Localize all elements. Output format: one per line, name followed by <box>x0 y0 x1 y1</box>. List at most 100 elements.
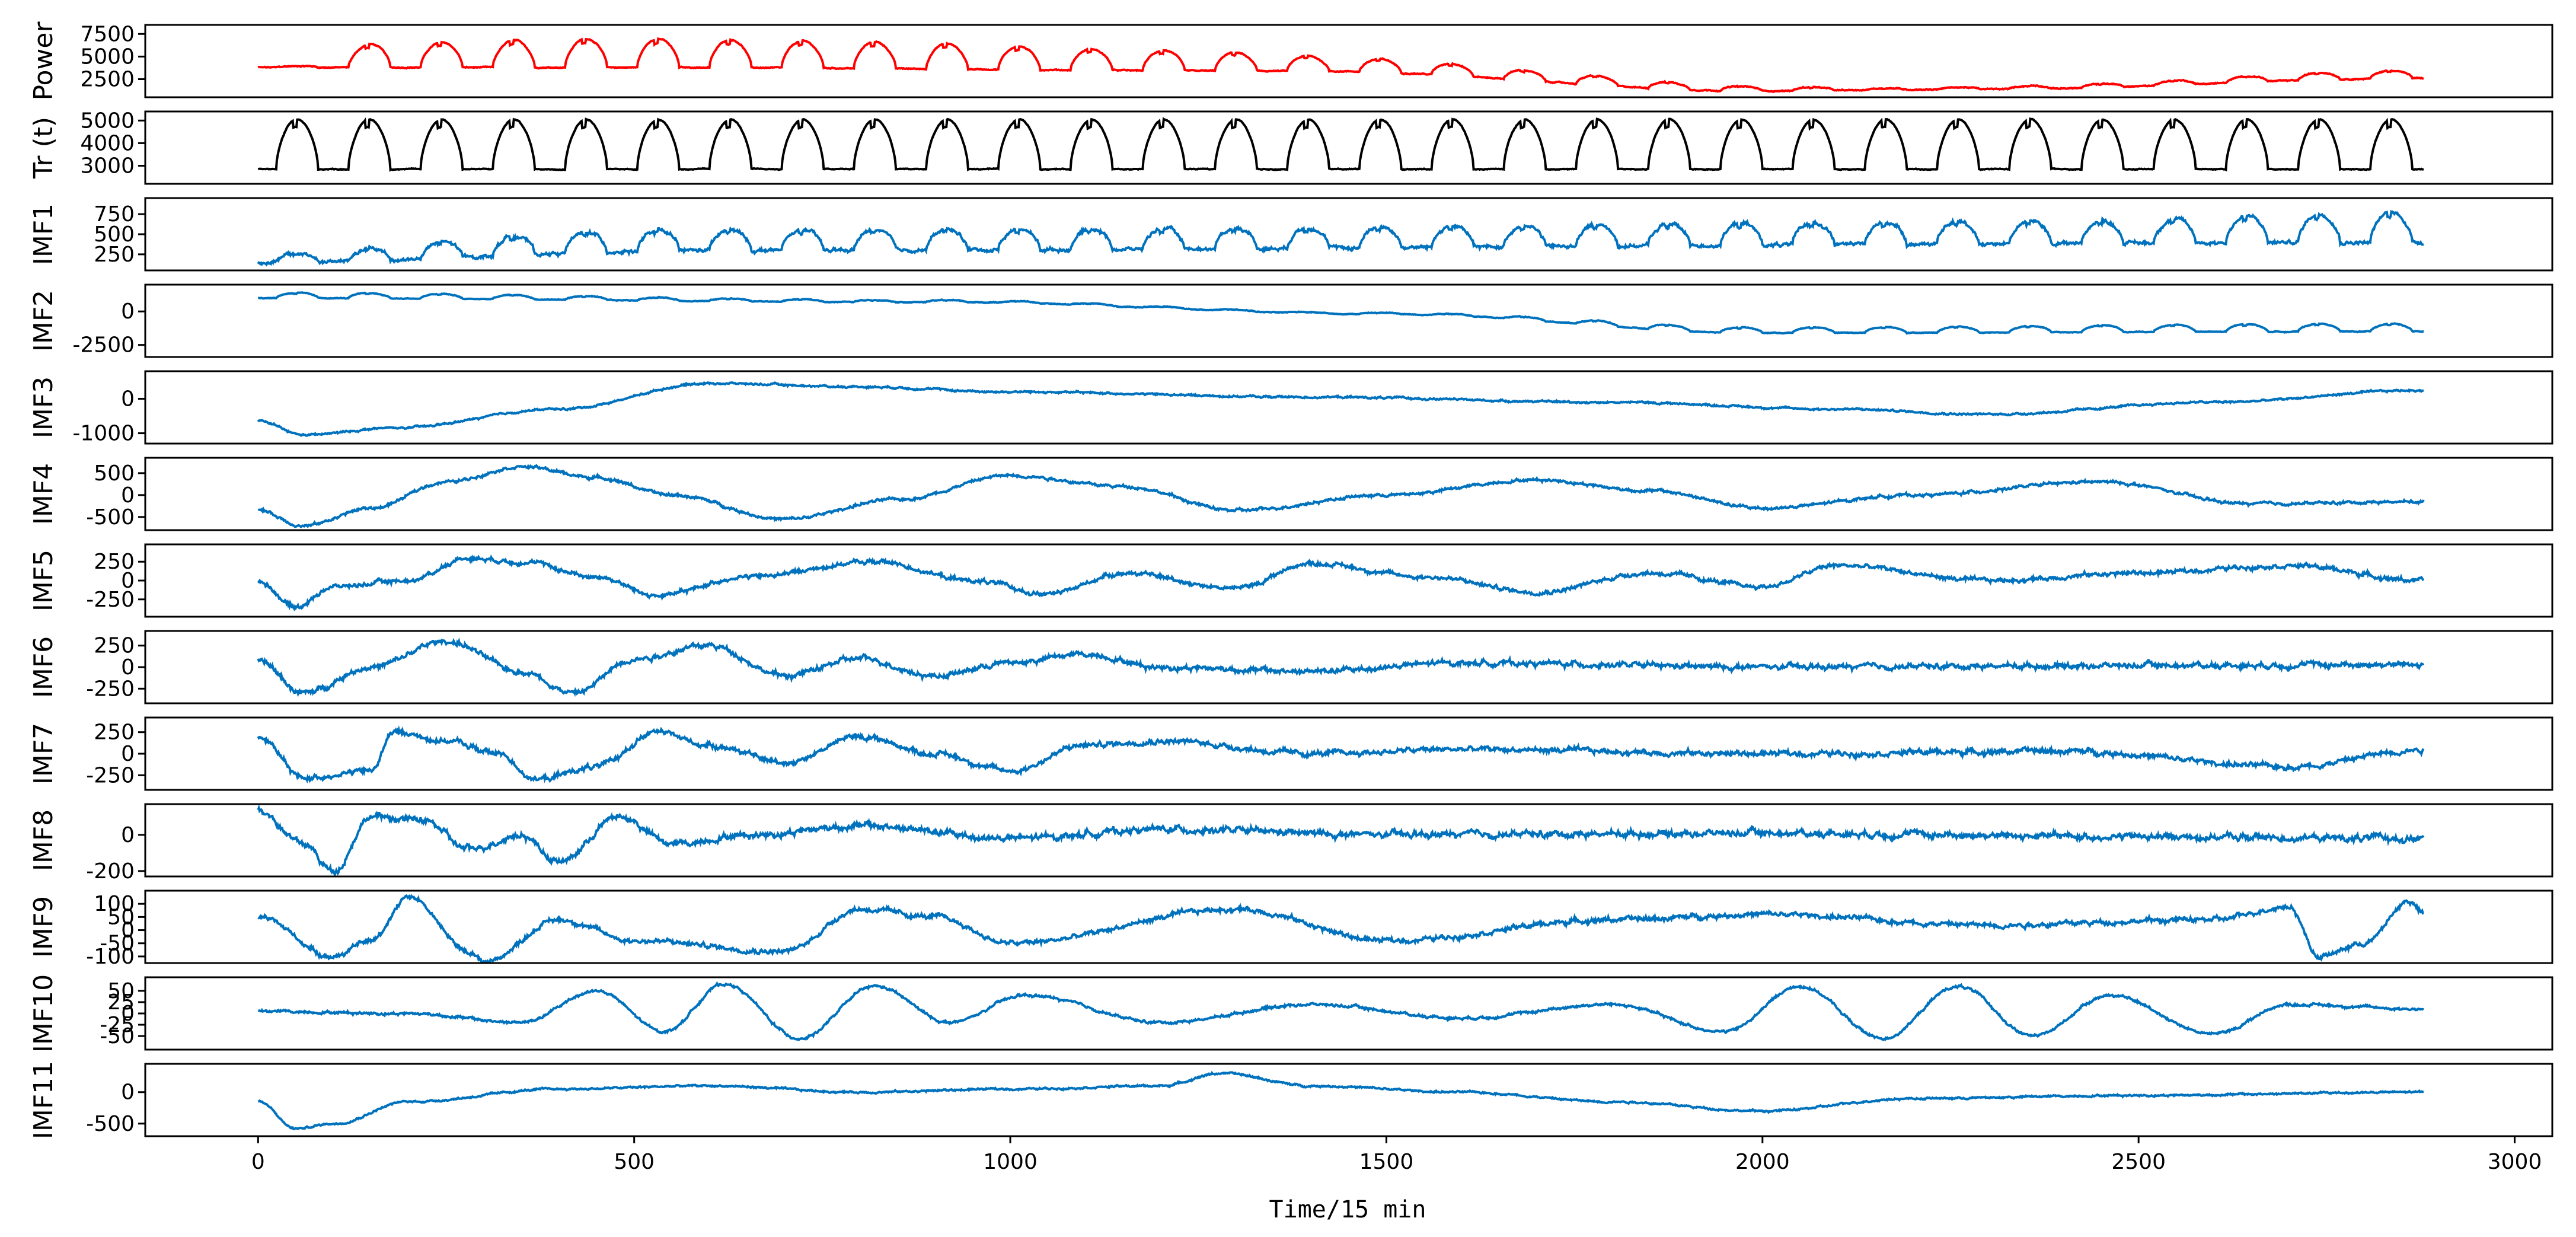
panel-frame <box>144 976 2553 1051</box>
y-tick-label: 3000 <box>80 154 135 178</box>
panel-frame <box>144 283 2553 358</box>
x-tick-label: 500 <box>614 1150 655 1174</box>
panel-frame <box>144 24 2553 98</box>
y-tick-label: 250 <box>94 634 135 658</box>
x-axis-group: 0 500 1000 1500 2000 2500 3000 <box>251 1136 2542 1174</box>
panel-frame <box>144 890 2553 964</box>
y-tick-label: 0 <box>121 1002 135 1026</box>
series-line-imf4 <box>257 464 2425 529</box>
y-tick-label: 0 <box>121 569 135 593</box>
panel-imf11: -500 0 IMF11 <box>28 1061 2553 1139</box>
series-line-imf9 <box>257 894 2424 963</box>
x-tick-label: 1500 <box>1359 1150 1414 1174</box>
y-tick-label: -1000 <box>72 422 135 446</box>
panel-imf3: -1000 0 IMF3 <box>28 370 2553 446</box>
y-tick-label: 0 <box>121 299 135 324</box>
y-tick-label: 5000 <box>80 109 135 133</box>
x-tick-label: 3000 <box>2488 1150 2542 1174</box>
y-axis-label: IMF1 <box>28 203 59 265</box>
y-tick-label: -50 <box>100 932 135 956</box>
x-tick-label: 1000 <box>983 1150 1038 1174</box>
series-line-imf10 <box>257 981 2425 1041</box>
series-line-imf1 <box>257 209 2424 267</box>
series-line-imf3 <box>257 381 2424 437</box>
y-axis-label: Tr (t) <box>28 117 59 179</box>
x-tick-label: 2000 <box>1735 1150 1790 1174</box>
y-tick-label: 50 <box>107 979 135 1003</box>
y-tick-label: 250 <box>94 720 135 745</box>
series-line-imf11 <box>258 1070 2424 1131</box>
y-tick-label: 100 <box>94 892 135 916</box>
y-tick-label: 0 <box>121 1080 135 1105</box>
y-axis-label: IMF7 <box>28 723 59 785</box>
y-axis-label: IMF9 <box>28 896 59 958</box>
y-tick-label: 500 <box>94 222 135 247</box>
y-axis-label: IMF2 <box>28 290 59 352</box>
panel-imf8: -200 0 IMF8 <box>28 803 2553 884</box>
panel-imf2: -2500 0 IMF2 <box>28 283 2553 358</box>
series-line-imf5 <box>257 554 2425 612</box>
y-tick-label: 0 <box>121 655 135 680</box>
y-axis-label: IMF6 <box>28 636 59 698</box>
y-tick-label: -200 <box>86 859 135 884</box>
x-tick-label: 0 <box>251 1150 265 1174</box>
series-line-power <box>257 37 2424 94</box>
y-tick-label: 4000 <box>80 131 135 155</box>
y-tick-label: 25 <box>107 990 135 1015</box>
panel-frame <box>144 110 2553 185</box>
y-tick-label: -500 <box>86 505 135 530</box>
y-tick-label: 0 <box>121 823 135 847</box>
y-tick-label: -50 <box>100 1024 135 1048</box>
y-axis-label: IMF5 <box>28 550 59 611</box>
y-axis-label: IMF10 <box>28 974 59 1053</box>
x-axis-label: Time/15 min <box>1269 1196 1426 1223</box>
panel-frame <box>144 803 2553 878</box>
series-line-imf7 <box>257 725 2425 784</box>
y-tick-label: -250 <box>86 763 135 788</box>
x-tick-label: 2500 <box>2111 1150 2166 1174</box>
y-tick-label: -250 <box>86 677 135 701</box>
y-tick-label: 250 <box>94 550 135 574</box>
y-tick-label: 500 <box>94 461 135 486</box>
series-line-imf2 <box>258 291 2424 335</box>
y-tick-label: -500 <box>86 1112 135 1136</box>
y-tick-label: 7500 <box>80 22 135 46</box>
y-axis-label: IMF11 <box>28 1061 59 1139</box>
panel-frame <box>144 1063 2553 1137</box>
y-axis-label: Power <box>28 21 59 101</box>
y-tick-label: 250 <box>94 243 135 267</box>
series-line-imf8 <box>257 804 2425 876</box>
panel-frame <box>144 543 2553 618</box>
y-tick-label: -25 <box>100 1013 135 1037</box>
y-tick-label: 0 <box>121 483 135 508</box>
panel-frame <box>144 370 2553 445</box>
y-tick-label: -100 <box>86 945 135 969</box>
y-tick-label: 2500 <box>80 68 135 92</box>
y-tick-label: -2500 <box>72 333 135 358</box>
y-axis-label: IMF4 <box>28 463 59 525</box>
series-line-trt <box>257 117 2424 172</box>
y-tick-label: 0 <box>121 387 135 411</box>
y-tick-label: 0 <box>121 919 135 943</box>
y-axis-label: IMF8 <box>28 809 59 871</box>
panel-frame <box>144 457 2553 531</box>
y-tick-label: 750 <box>94 202 135 227</box>
y-tick-label: 5000 <box>80 44 135 69</box>
series-line-imf6 <box>257 637 2425 697</box>
y-tick-label: 50 <box>107 905 135 929</box>
y-tick-label: 0 <box>121 742 135 766</box>
y-tick-label: -250 <box>86 588 135 612</box>
y-axis-label: IMF3 <box>28 377 59 438</box>
